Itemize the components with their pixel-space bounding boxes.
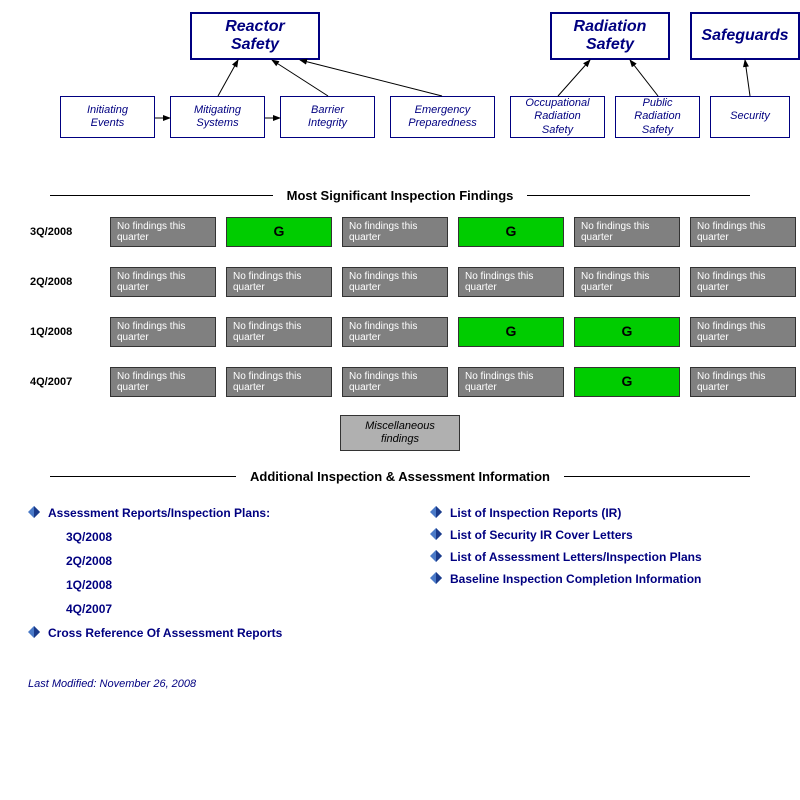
misc-findings-box[interactable]: Miscellaneousfindings [340, 415, 460, 451]
info-link-label: List of Security IR Cover Letters [450, 528, 633, 542]
info-link[interactable]: List of Assessment Letters/Inspection Pl… [430, 550, 772, 564]
finding-cell-none[interactable]: No findings this quarter [574, 267, 680, 297]
assessment-sub-link[interactable]: 3Q/2008 [66, 530, 370, 544]
sub-box-pubrad[interactable]: PublicRadiationSafety [615, 96, 700, 138]
diamond-icon [430, 528, 442, 540]
sub-box-mitig[interactable]: MitigatingSystems [170, 96, 265, 138]
sub-box-emerg[interactable]: EmergencyPreparedness [390, 96, 495, 138]
cross-reference-label: Cross Reference Of Assessment Reports [48, 626, 282, 640]
finding-cell-none[interactable]: No findings this quarter [690, 267, 796, 297]
diamond-icon [28, 626, 40, 638]
info-link[interactable]: List of Security IR Cover Letters [430, 528, 772, 542]
row-label: 3Q/2008 [30, 226, 100, 238]
finding-cell-green[interactable]: G [574, 367, 680, 397]
sub-box-occrad[interactable]: OccupationalRadiationSafety [510, 96, 605, 138]
info-link-label: List of Assessment Letters/Inspection Pl… [450, 550, 702, 564]
row-label: 1Q/2008 [30, 326, 100, 338]
finding-cell-none[interactable]: No findings this quarter [226, 317, 332, 347]
finding-cell-none[interactable]: No findings this quarter [458, 367, 564, 397]
cornerstone-diagram: ReactorSafetyRadiationSafetySafeguards I… [10, 10, 790, 170]
finding-cell-none[interactable]: No findings this quarter [342, 367, 448, 397]
findings-title: Most Significant Inspection Findings [273, 188, 528, 203]
top-box-safeguards[interactable]: Safeguards [690, 12, 800, 60]
finding-cell-none[interactable]: No findings this quarter [690, 217, 796, 247]
finding-cell-none[interactable]: No findings this quarter [690, 317, 796, 347]
info-link[interactable]: Baseline Inspection Completion Informati… [430, 572, 772, 586]
assessment-sub-link[interactable]: 2Q/2008 [66, 554, 370, 568]
row-label: 4Q/2007 [30, 376, 100, 388]
finding-cell-none[interactable]: No findings this quarter [574, 217, 680, 247]
finding-cell-green[interactable]: G [458, 317, 564, 347]
sub-box-sec[interactable]: Security [710, 96, 790, 138]
finding-cell-none[interactable]: No findings this quarter [226, 267, 332, 297]
diagram-arrows [10, 10, 800, 170]
finding-cell-none[interactable]: No findings this quarter [342, 317, 448, 347]
finding-cell-none[interactable]: No findings this quarter [110, 317, 216, 347]
additional-divider: Additional Inspection & Assessment Infor… [50, 469, 750, 484]
finding-cell-none[interactable]: No findings this quarter [690, 367, 796, 397]
info-link[interactable]: List of Inspection Reports (IR) [430, 506, 772, 520]
diamond-icon [28, 506, 40, 518]
assessment-reports-label: Assessment Reports/Inspection Plans: [48, 506, 270, 520]
misc-findings-label: Miscellaneousfindings [365, 420, 435, 446]
last-modified: Last Modified: November 26, 2008 [28, 678, 790, 690]
finding-cell-green[interactable]: G [574, 317, 680, 347]
finding-cell-none[interactable]: No findings this quarter [342, 217, 448, 247]
diamond-icon [430, 572, 442, 584]
finding-cell-none[interactable]: No findings this quarter [458, 267, 564, 297]
assessment-sub-link[interactable]: 1Q/2008 [66, 578, 370, 592]
findings-grid: 3Q/2008 No findings this quarter G No findi… [30, 217, 790, 397]
finding-cell-none[interactable]: No findings this quarter [110, 367, 216, 397]
findings-divider: Most Significant Inspection Findings [50, 188, 750, 203]
row-label: 2Q/2008 [30, 276, 100, 288]
sub-box-init[interactable]: InitiatingEvents [60, 96, 155, 138]
finding-cell-none[interactable]: No findings this quarter [110, 217, 216, 247]
info-columns: Assessment Reports/Inspection Plans: 3Q/… [28, 498, 772, 648]
top-box-reactor[interactable]: ReactorSafety [190, 12, 320, 60]
top-box-radiation[interactable]: RadiationSafety [550, 12, 670, 60]
diamond-icon [430, 506, 442, 518]
additional-title: Additional Inspection & Assessment Infor… [236, 469, 564, 484]
info-link-label: Baseline Inspection Completion Informati… [450, 572, 701, 586]
sub-box-barrier[interactable]: BarrierIntegrity [280, 96, 375, 138]
cross-reference-link[interactable]: Cross Reference Of Assessment Reports [28, 626, 370, 640]
info-col-left: Assessment Reports/Inspection Plans: 3Q/… [28, 498, 370, 648]
finding-cell-none[interactable]: No findings this quarter [226, 367, 332, 397]
finding-cell-green[interactable]: G [226, 217, 332, 247]
finding-cell-none[interactable]: No findings this quarter [110, 267, 216, 297]
info-col-right: List of Inspection Reports (IR) List of S… [430, 498, 772, 648]
diamond-icon [430, 550, 442, 562]
finding-cell-none[interactable]: No findings this quarter [342, 267, 448, 297]
assessment-sub-link[interactable]: 4Q/2007 [66, 602, 370, 616]
assessment-reports-head[interactable]: Assessment Reports/Inspection Plans: [28, 506, 370, 520]
info-link-label: List of Inspection Reports (IR) [450, 506, 621, 520]
finding-cell-green[interactable]: G [458, 217, 564, 247]
